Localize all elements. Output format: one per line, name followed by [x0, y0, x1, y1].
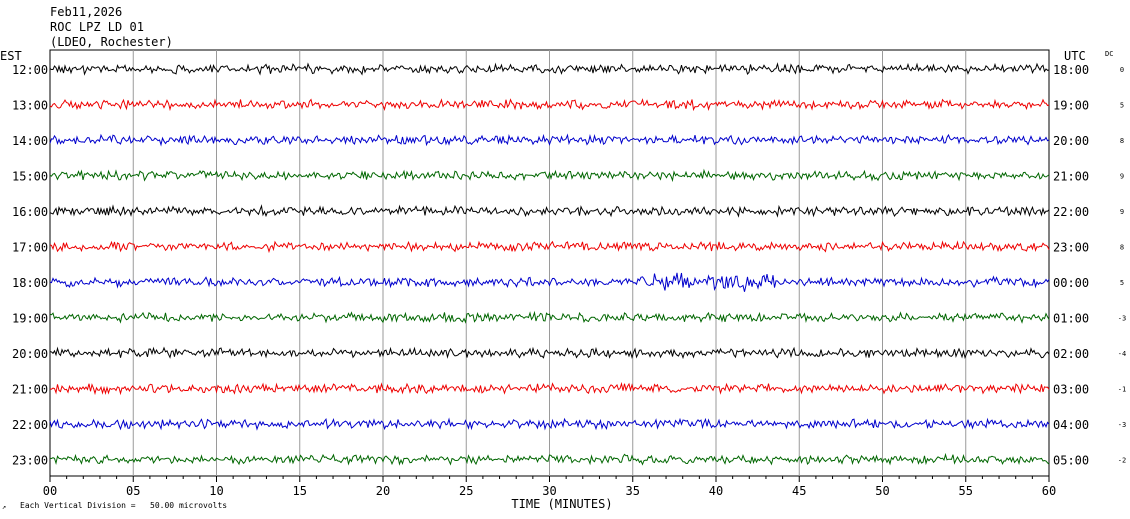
- x-tick-label: 50: [875, 484, 889, 498]
- dc-label: DC: [1105, 50, 1113, 58]
- x-tick-label: 00: [43, 484, 57, 498]
- est-hour-label: 17:00: [12, 241, 48, 255]
- x-tick-label: 15: [293, 484, 307, 498]
- trace-line-5: [49, 240, 1050, 254]
- x-axis-title: TIME (MINUTES): [511, 497, 612, 511]
- utc-hour-label: 05:00: [1053, 454, 1089, 468]
- header-network: (LDEO, Rochester): [50, 35, 173, 49]
- trace-line-8: [49, 346, 1050, 360]
- dc-offset-label: 9: [1120, 208, 1124, 216]
- header-date: Feb11,2026: [50, 5, 122, 19]
- dc-offset-label: 5: [1120, 102, 1124, 110]
- dc-offset-label: 8: [1120, 137, 1124, 145]
- x-tick-label: 40: [709, 484, 723, 498]
- dc-offset-label: 0: [1120, 66, 1124, 74]
- x-tick-label: 30: [542, 484, 556, 498]
- est-hour-label: 12:00: [12, 63, 48, 77]
- utc-hour-label: 18:00: [1053, 63, 1089, 77]
- est-hour-label: 21:00: [12, 383, 48, 397]
- dc-offset-label: -2: [1118, 457, 1126, 465]
- x-tick-label: 45: [792, 484, 806, 498]
- trace-line-10: [49, 417, 1050, 431]
- scale-icon: ↗: [2, 503, 6, 511]
- est-hour-label: 15:00: [12, 170, 48, 184]
- trace-line-9: [49, 381, 1050, 396]
- utc-hour-label: 02:00: [1053, 347, 1089, 361]
- est-hour-label: 19:00: [12, 312, 48, 326]
- trace-line-4: [49, 204, 1050, 218]
- trace-line-6: [49, 272, 1050, 292]
- scale-note: Each Vertical Division = 50.00 microvolt…: [20, 501, 227, 510]
- utc-hour-label: 03:00: [1053, 383, 1089, 397]
- grid-lines: [132, 50, 967, 476]
- x-axis-ticks: 00 05 10 15 20 25 30 35 40 45 50 55 60: [43, 476, 1056, 498]
- trace-group: [49, 62, 1050, 466]
- trace-labels: 12:00 18:00 0 13:00 19:00 5 14:00 20:00 8 15:00 21…: [12, 63, 1126, 468]
- utc-hour-label: 21:00: [1053, 170, 1089, 184]
- est-hour-label: 16:00: [12, 205, 48, 219]
- utc-hour-label: 01:00: [1053, 312, 1089, 326]
- right-axis-label: UTC: [1064, 49, 1086, 63]
- est-hour-label: 14:00: [12, 134, 48, 148]
- dc-offset-label: 8: [1120, 244, 1124, 252]
- dc-offset-label: -4: [1118, 350, 1126, 358]
- x-tick-label: 25: [459, 484, 473, 498]
- header-station: ROC LPZ LD 01: [50, 20, 144, 34]
- x-tick-label: 60: [1042, 484, 1056, 498]
- est-hour-label: 18:00: [12, 276, 48, 290]
- utc-hour-label: 20:00: [1053, 134, 1089, 148]
- dc-offset-label: 5: [1120, 279, 1124, 287]
- trace-line-2: [49, 133, 1050, 147]
- dc-offset-label: -1: [1118, 386, 1126, 394]
- trace-line-1: [49, 98, 1050, 112]
- dc-offset-label: -3: [1118, 315, 1126, 323]
- trace-line-0: [49, 62, 1050, 76]
- utc-hour-label: 00:00: [1053, 276, 1089, 290]
- est-hour-label: 13:00: [12, 99, 48, 113]
- utc-hour-label: 04:00: [1053, 418, 1089, 432]
- x-tick-label: 20: [376, 484, 390, 498]
- utc-hour-label: 23:00: [1053, 241, 1089, 255]
- est-hour-label: 23:00: [12, 454, 48, 468]
- trace-line-3: [49, 168, 1050, 183]
- utc-hour-label: 22:00: [1053, 205, 1089, 219]
- est-hour-label: 20:00: [12, 347, 48, 361]
- trace-line-7: [49, 310, 1050, 324]
- x-tick-label: 35: [626, 484, 640, 498]
- dc-offset-label: -3: [1118, 421, 1126, 429]
- x-tick-label: 10: [209, 484, 223, 498]
- utc-hour-label: 19:00: [1053, 99, 1089, 113]
- dc-offset-label: 9: [1120, 173, 1124, 181]
- est-hour-label: 22:00: [12, 418, 48, 432]
- left-axis-label: EST: [0, 49, 22, 63]
- trace-line-11: [49, 452, 1050, 466]
- x-tick-label: 05: [126, 484, 140, 498]
- x-tick-label: 55: [959, 484, 973, 498]
